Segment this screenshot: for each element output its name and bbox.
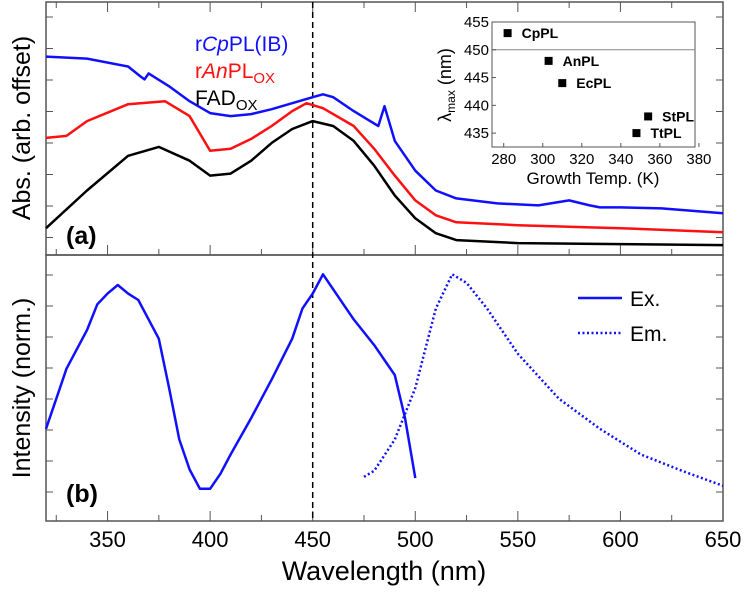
inset-point-label: AnPL (563, 53, 600, 69)
x-tick-label: 600 (602, 527, 639, 552)
x-tick-label: 650 (705, 527, 742, 552)
inset-y-tick-label: 440 (464, 97, 489, 114)
inset-point-label: EcPL (576, 75, 611, 91)
inset-x-tick-label: 280 (491, 151, 516, 168)
inset-point-ttpl (632, 129, 641, 138)
legend-text: r (195, 60, 202, 83)
inset-point-label: CpPL (522, 25, 559, 41)
inset-y-tick-label: 450 (464, 42, 489, 59)
inset-x-tick-label: 320 (569, 151, 594, 168)
inset-point-ecpl (558, 79, 567, 88)
legend-text: FAD (195, 87, 236, 110)
inset-point-label: TtPL (650, 125, 682, 141)
inset-point-cppl (503, 29, 512, 38)
inset-point-anpl (544, 56, 553, 65)
series-ex-line (44, 273, 417, 491)
x-tick-label: 500 (397, 527, 434, 552)
inset-frame (491, 21, 696, 148)
legend-em-label: Em. (630, 323, 667, 346)
series-em-line (363, 273, 724, 487)
legend-a-entry: rCpPL(IB) (195, 33, 288, 56)
inset-x-tick-label: 380 (686, 151, 711, 168)
legend-ex-label: Ex. (630, 288, 660, 311)
series-rcpplib-line (45, 55, 724, 215)
legend-b: Ex. Em. (578, 288, 667, 346)
inset-y-tick-label: 455 (464, 14, 489, 31)
legend-a-entry: rAnPLOX (195, 60, 275, 87)
inset-x-tick-label: 300 (530, 151, 555, 168)
y-axis-label-b: Intensity (norm.) (8, 298, 36, 479)
legend-text: An (200, 60, 228, 83)
inset-y-label: λmax (nm) (435, 48, 458, 122)
inset-point-stpl (644, 112, 653, 121)
x-tick-label: 350 (89, 527, 126, 552)
x-tick-label: 550 (499, 527, 536, 552)
legend-text: PL(IB) (229, 33, 289, 56)
legend-subscript: OX (236, 97, 258, 114)
series-ranplox-line (45, 99, 724, 234)
legend-text: PL (228, 60, 254, 83)
inset-chart: 280 300 320 340 360 380 435 440 445 450 455 CpPLAnP… (435, 14, 711, 188)
legend-text: Cp (202, 33, 229, 56)
legend-a-entry: FADOX (195, 87, 258, 114)
y-axis-label-a: Abs. (arb. offset) (8, 36, 36, 220)
panel-b-frame (45, 254, 724, 522)
inset-x-tick-label: 340 (608, 151, 633, 168)
legend-text: r (195, 33, 202, 56)
inset-y-tick-label: 435 (464, 125, 489, 142)
x-tick-label: 400 (192, 527, 229, 552)
inset-point-label: StPL (662, 108, 694, 124)
x-axis-label: Wavelength (nm) (282, 556, 487, 586)
axis-ticks (46, 2, 724, 521)
inset-x-tick-label: 360 (647, 151, 672, 168)
legend-subscript: OX (253, 70, 275, 87)
x-tick-labels: 350 400 450 500 550 600 650 (89, 527, 741, 552)
x-tick-label: 450 (294, 527, 331, 552)
panel-label-b: (b) (66, 480, 98, 508)
panel-label-a: (a) (66, 222, 97, 250)
inset-x-label: Growth Temp. (K) (527, 169, 660, 188)
series-fadox-line (45, 119, 724, 247)
curves (44, 55, 724, 491)
inset-y-tick-label: 445 (464, 70, 489, 87)
